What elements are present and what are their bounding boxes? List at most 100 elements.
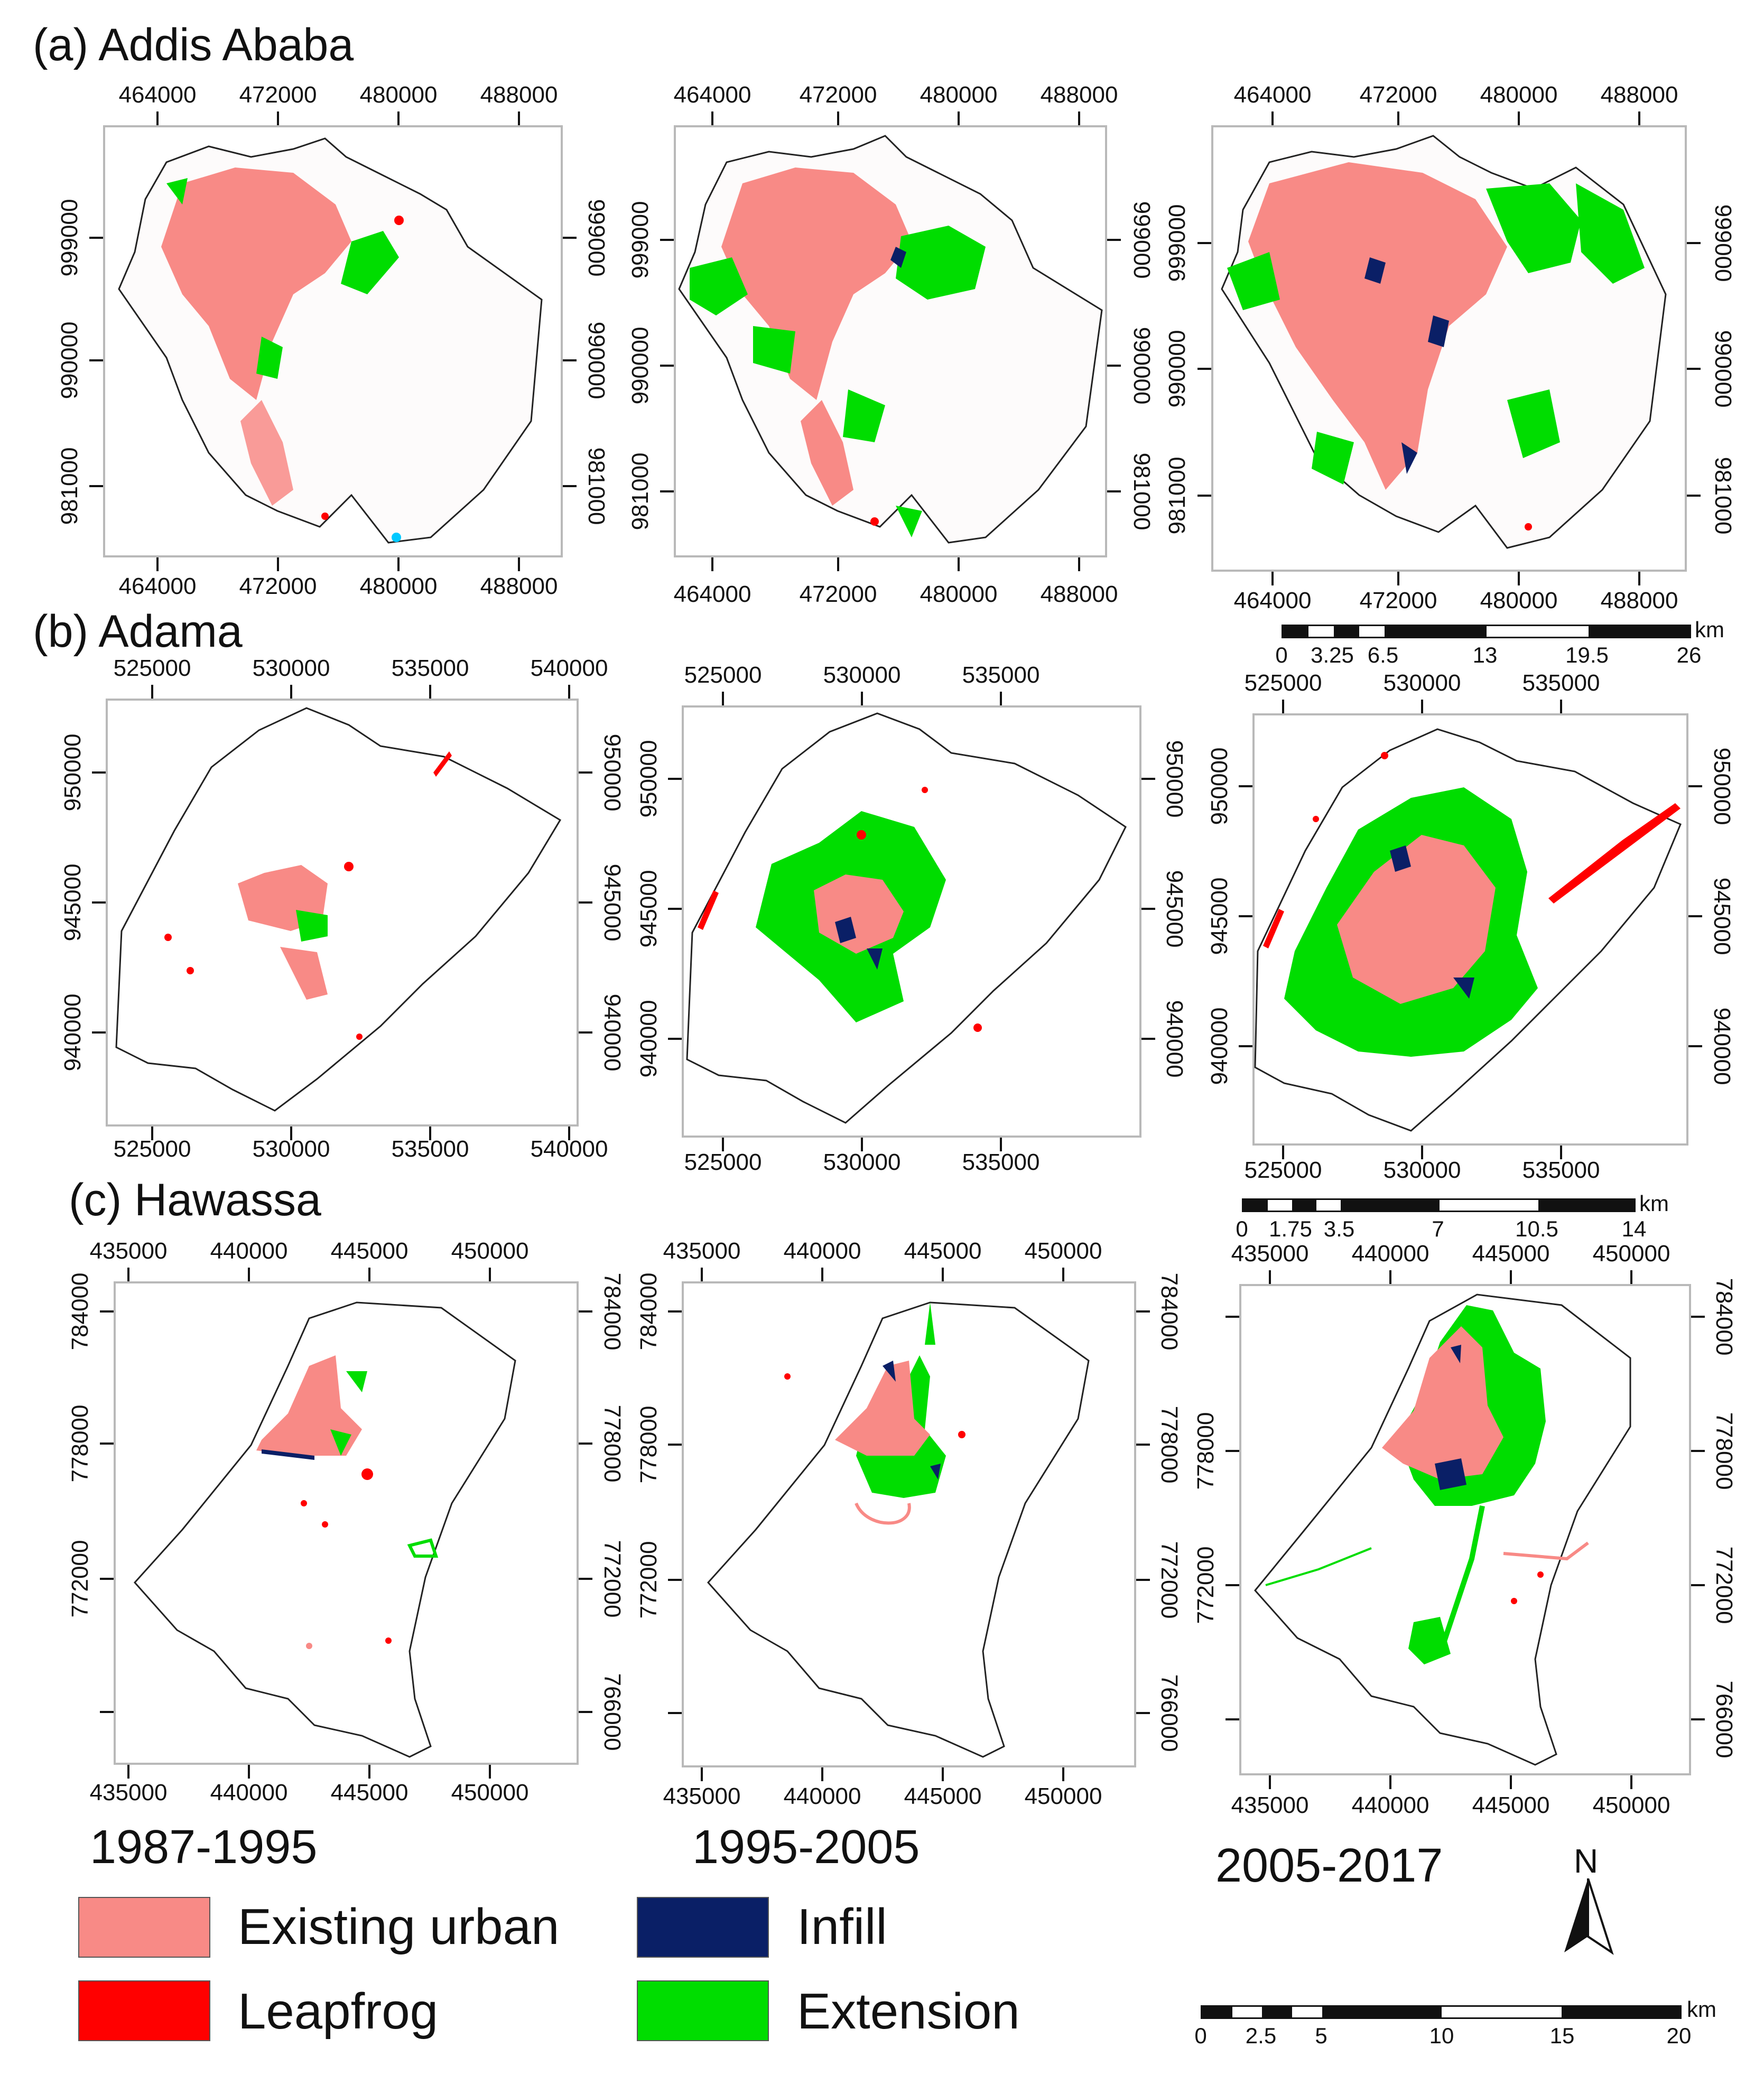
extension-patch <box>346 1371 367 1392</box>
y-tick-label: 940000 <box>1709 1007 1735 1085</box>
x-tick-label: 535000 <box>962 1149 1040 1175</box>
tick <box>668 1444 682 1446</box>
tick <box>127 1765 129 1779</box>
tick <box>568 685 570 699</box>
tick <box>668 1038 682 1040</box>
tick <box>1421 1146 1423 1159</box>
tick <box>1397 111 1399 125</box>
tick <box>277 557 279 571</box>
y-tick-label: 945000 <box>60 863 86 942</box>
tick <box>89 237 103 239</box>
scalebar-label: 15 <box>1549 2023 1575 2048</box>
tick <box>1282 1146 1284 1159</box>
tick <box>1397 572 1399 585</box>
leapfrog-patch <box>958 1431 965 1438</box>
y-tick-label: 940000 <box>636 1000 662 1078</box>
y-tick-label: 990000 <box>57 321 82 399</box>
scalebar-label: 1.75 <box>1269 1216 1312 1241</box>
y-tick-label: 940000 <box>60 993 86 1072</box>
tick <box>1687 368 1701 370</box>
tick <box>579 1031 592 1034</box>
x-tick-label: 525000 <box>684 662 762 688</box>
leapfrog-patch <box>1263 909 1284 948</box>
x-tick-label: 435000 <box>89 1780 168 1806</box>
city-boundary <box>133 1301 516 1758</box>
tick <box>1062 1767 1064 1781</box>
y-tick-label: 950000 <box>636 740 662 818</box>
y-tick-label: 940000 <box>1206 1007 1232 1085</box>
tick <box>100 1711 114 1713</box>
north-arrow-icon <box>1564 1878 1614 1955</box>
y-tick-label: 945000 <box>1162 870 1187 948</box>
x-tick-label: 530000 <box>252 655 330 681</box>
tick <box>579 1578 592 1580</box>
x-tick-label: 440000 <box>210 1238 288 1264</box>
leapfrog-patch <box>1548 803 1681 904</box>
legend-label-infill: Infill <box>797 1898 887 1955</box>
x-tick-label: 435000 <box>663 1238 741 1264</box>
y-tick-label: 784000 <box>1156 1272 1182 1351</box>
extension-road <box>1265 1547 1372 1586</box>
tick <box>1225 1584 1239 1586</box>
tick <box>1688 785 1702 787</box>
scalebar-bar <box>1201 2005 1682 2019</box>
scalebar-label: 0 <box>1275 643 1288 667</box>
x-tick-label: 450000 <box>451 1780 529 1806</box>
tick <box>1691 1316 1705 1318</box>
y-tick-label: 981000 <box>1164 457 1190 535</box>
leapfrog-patch <box>322 1521 328 1528</box>
extension-patch <box>690 257 748 315</box>
existing-urban <box>721 167 912 400</box>
x-tick-label: 472000 <box>799 581 877 607</box>
x-tick-label: 488000 <box>480 573 558 599</box>
x-tick-label: 540000 <box>530 655 608 681</box>
existing-urban <box>1248 162 1507 490</box>
tick <box>668 1310 682 1313</box>
tick <box>1000 1138 1002 1151</box>
x-tick-label: 480000 <box>359 573 438 599</box>
tick <box>861 692 863 705</box>
x-tick-label: 435000 <box>89 1238 168 1264</box>
y-tick-label: 945000 <box>599 863 625 942</box>
tick <box>1687 242 1701 244</box>
x-tick-label: 480000 <box>359 82 438 108</box>
tick <box>1688 1045 1702 1047</box>
y-tick-label: 784000 <box>599 1272 625 1351</box>
existing-urban <box>161 167 351 400</box>
x-tick-label: 450000 <box>1024 1238 1102 1264</box>
extension-patch <box>256 337 283 379</box>
tick <box>1269 1270 1271 1284</box>
tick <box>1225 1316 1239 1318</box>
x-tick-label: 488000 <box>1600 588 1678 613</box>
infill-patch <box>1435 1458 1466 1490</box>
y-tick-label: 999000 <box>1710 204 1736 282</box>
tick <box>563 359 577 361</box>
existing-urban-strip <box>1503 1541 1589 1561</box>
tick <box>92 901 106 904</box>
tick <box>722 1138 724 1151</box>
x-tick-label: 525000 <box>113 655 191 681</box>
tick <box>837 111 839 125</box>
x-tick-label: 440000 <box>1351 1241 1429 1267</box>
x-tick-label: 435000 <box>1231 1241 1309 1267</box>
extension-patch <box>407 1538 439 1558</box>
extension-patch <box>1312 432 1354 485</box>
scalebar-label: 3.25 <box>1311 643 1354 667</box>
y-tick-label: 778000 <box>1156 1406 1182 1484</box>
y-tick-label: 766000 <box>1156 1674 1182 1752</box>
extension-patch <box>843 389 885 442</box>
tick <box>668 778 682 780</box>
tick <box>701 1767 703 1781</box>
tick <box>821 1268 823 1281</box>
tick <box>668 908 682 910</box>
x-tick-label: 445000 <box>330 1238 408 1264</box>
tick <box>1510 1775 1512 1789</box>
leapfrog-patch <box>1537 1571 1544 1578</box>
existing-urban <box>814 874 904 954</box>
x-tick-label: 472000 <box>1359 588 1437 613</box>
tick <box>429 1127 431 1140</box>
tick <box>660 490 674 492</box>
scalebar-label: 26 <box>1676 643 1702 667</box>
leapfrog-patch <box>321 513 329 520</box>
tick <box>1421 700 1423 713</box>
